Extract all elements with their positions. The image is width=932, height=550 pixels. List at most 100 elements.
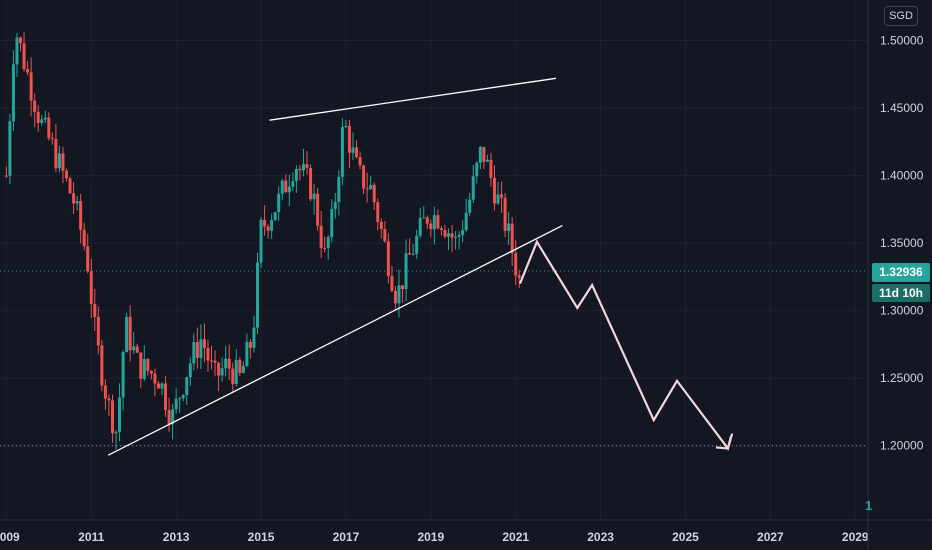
y-tick-label: 1.45000 [880,101,924,115]
candle-body [358,157,362,166]
y-tick-label: 1.40000 [880,169,924,183]
x-tick-label: 2023 [587,530,614,544]
candle-body [128,316,132,351]
candle-body [259,219,263,263]
candle-body [408,253,412,255]
candle-body [156,383,160,389]
x-tick-label: 2027 [757,530,784,544]
candle-body [507,223,511,231]
candle-body [241,366,245,373]
candle-body [217,362,221,376]
candle-body [415,235,419,254]
candle-body [404,253,408,290]
candle-body [280,180,284,194]
lower-trendline[interactable] [107,225,563,456]
candle-body [436,215,440,229]
candle-body [386,241,390,276]
candle-body [181,395,185,399]
candle-body [347,126,351,153]
candle-body [287,186,291,193]
candle-body [485,159,489,162]
candle-body [75,201,79,204]
trend-drawings[interactable] [107,77,734,456]
candle-body [86,246,90,272]
candle-body [443,230,447,237]
candle-body [372,184,376,203]
candle-body [284,180,288,193]
candle-body [277,193,281,213]
candle-body [210,360,214,362]
x-tick-label: 2019 [417,530,444,544]
candle-body [418,217,422,236]
candle-body [57,153,61,169]
candlestick-series [4,32,521,450]
candle-body [439,228,443,231]
candle-body [40,119,44,123]
candle-body [500,194,504,198]
candle-body [355,147,359,158]
projection-path[interactable] [518,239,734,451]
projection-arrowhead [715,436,732,450]
y-tick-label: 1.25000 [880,371,924,385]
candle-body [429,223,433,230]
candle-body [121,352,125,398]
candle-body [344,126,348,128]
candle-body [450,233,454,238]
candle-body [447,233,451,237]
candle-body [54,138,58,169]
candle-body [202,339,206,348]
candle-body [160,383,164,389]
candle-body [492,177,496,204]
candle-body [351,147,355,153]
y-tick-label: 1.50000 [880,34,924,48]
candle-body [401,285,405,290]
candle-body [185,377,189,396]
candle-body [125,316,129,353]
x-tick-label: 2025 [672,530,699,544]
upper-trendline[interactable] [269,77,557,121]
candle-body [96,316,100,346]
currency-badge[interactable]: SGD [884,6,918,26]
candle-body [11,64,15,122]
candle-body [312,193,316,200]
candle-body [273,212,277,221]
candle-body [132,346,136,351]
candle-body [365,188,369,190]
candle-body [72,193,76,204]
x-tick-label: 2017 [333,530,360,544]
candle-body [47,117,51,139]
candle-body [118,397,122,432]
candle-body [475,162,479,177]
candle-body [330,209,334,238]
candle-body [411,253,415,255]
candle-body [15,37,19,65]
candle-body [454,236,458,238]
candle-body [425,217,429,224]
candle-body [383,229,387,242]
candle-body [167,410,171,425]
candle-body [397,285,401,304]
candle-body [517,275,521,278]
candle-body [103,385,107,399]
candle-body [457,235,461,237]
candle-body [255,262,259,328]
x-tick-label: 2015 [248,530,275,544]
candle-body [178,398,182,400]
candle-body [149,371,153,374]
candle-body [110,400,114,434]
candle-body [390,275,394,291]
y-tick-label: 1.30000 [880,304,924,318]
candle-body [234,359,238,384]
candle-body [64,170,68,179]
candle-body [489,159,493,178]
candle-body [195,342,199,358]
candle-body [464,212,468,231]
candle-body [333,202,337,210]
candle-body [496,194,500,204]
candle-body [224,358,228,369]
candle-body [107,398,111,401]
candle-body [114,431,118,434]
candle-body [33,100,37,112]
candle-body [362,165,366,189]
